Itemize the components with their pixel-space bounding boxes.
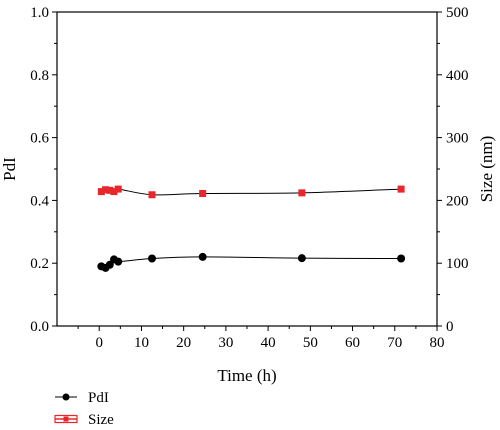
- data-point-pdi: [198, 252, 207, 261]
- y-left-tick-label: 0.6: [30, 131, 49, 147]
- y-left-tick-label: 0.0: [30, 319, 49, 335]
- x-tick-label: 70: [387, 335, 402, 351]
- legend-marker-pdi: [62, 393, 70, 401]
- data-point-size: [199, 189, 207, 197]
- data-point-pdi: [105, 260, 114, 269]
- data-point-pdi: [297, 254, 306, 263]
- x-tick-label: 20: [176, 335, 191, 351]
- data-point-size: [114, 185, 122, 193]
- data-point-size: [102, 186, 110, 194]
- y-axis-right-title: Size (nm): [477, 136, 496, 203]
- legend-label-pdi: PdI: [88, 390, 109, 406]
- legend-marker-size: [63, 416, 69, 422]
- axes: 0 10 20 30 40 50 60 70 80 0.0 0.2 0.4 0.6 0.8 1.0 0 100 2…: [30, 5, 468, 351]
- data-point-size: [106, 186, 114, 194]
- y-left-tick-label: 0.8: [30, 68, 49, 84]
- series-line-pdi: [101, 256, 402, 269]
- x-tick-label: 50: [303, 335, 318, 351]
- x-tick-label: 10: [134, 335, 149, 351]
- y-right-tick-label: 500: [446, 5, 469, 21]
- data-point-pdi: [397, 254, 406, 263]
- y-right-tick-label: 100: [446, 256, 469, 272]
- data-point-size: [97, 188, 105, 196]
- y-left-tick-label: 0.4: [30, 193, 49, 209]
- y-right-tick-label: 0: [446, 319, 454, 335]
- y-right-tick-label: 200: [446, 193, 469, 209]
- x-axis-title: Time (h): [217, 366, 276, 385]
- y-right-tick-label: 400: [446, 68, 469, 84]
- legend: PdI Size: [54, 390, 114, 428]
- x-tick-label: 40: [261, 335, 276, 351]
- y-axis-left-title: PdI: [0, 157, 19, 181]
- data-point-pdi: [148, 254, 156, 263]
- data-point-size: [397, 185, 405, 193]
- y-right-tick-label: 300: [446, 131, 469, 147]
- series-layer: [97, 185, 406, 272]
- series-line-size: [101, 188, 402, 196]
- x-tick-label: 80: [430, 335, 445, 351]
- data-point-size: [298, 189, 306, 197]
- y-left-tick-label: 1.0: [30, 5, 49, 21]
- x-tick-label: 30: [218, 335, 233, 351]
- data-point-size: [110, 188, 118, 196]
- legend-label-size: Size: [88, 412, 114, 428]
- data-point-size: [148, 191, 156, 199]
- x-tick-label: 60: [345, 335, 360, 351]
- y-left-tick-label: 0.2: [30, 256, 49, 272]
- x-tick-label: 0: [95, 335, 103, 351]
- plot-frame: [56, 11, 438, 327]
- data-point-pdi: [114, 257, 123, 266]
